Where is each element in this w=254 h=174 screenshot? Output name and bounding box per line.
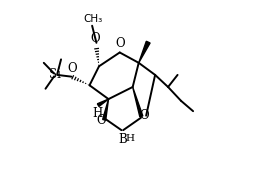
Text: Si: Si <box>49 68 61 81</box>
Text: H: H <box>125 134 134 143</box>
Text: CH₃: CH₃ <box>83 14 102 24</box>
Polygon shape <box>97 99 108 106</box>
Text: O: O <box>90 32 100 45</box>
Polygon shape <box>102 99 108 120</box>
Text: O: O <box>96 114 105 127</box>
Text: B: B <box>118 133 126 146</box>
Text: O: O <box>139 109 149 122</box>
Polygon shape <box>132 87 142 117</box>
Text: H: H <box>92 106 102 120</box>
Text: O: O <box>67 62 76 75</box>
Text: O: O <box>115 37 125 50</box>
Polygon shape <box>138 41 150 63</box>
